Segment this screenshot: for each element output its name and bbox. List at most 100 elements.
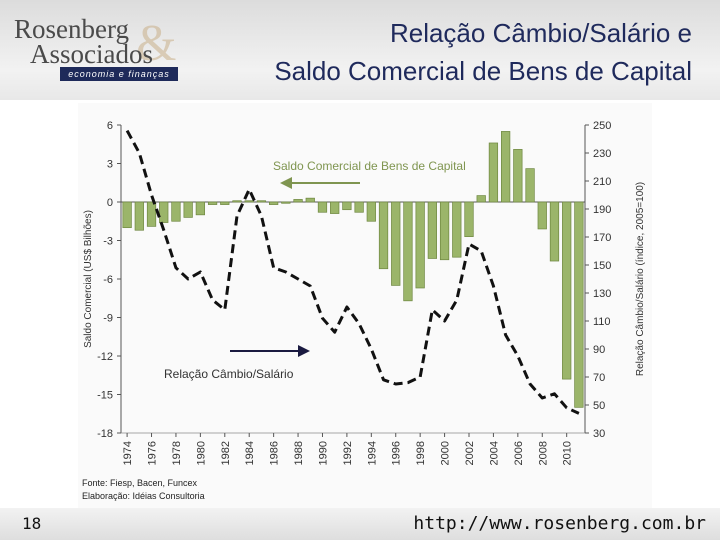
annotation-arrow-head [298,345,310,357]
bar [427,201,437,259]
bar [134,201,144,231]
slide-footer: 18 http://www.rosenberg.com.br [0,508,720,540]
bar [171,201,181,222]
chart-bars [122,131,584,408]
x-tick-label: 1984 [244,441,256,465]
x-tick-label: 1980 [195,441,207,465]
x-tick-label: 1988 [293,441,305,465]
bar [403,201,413,302]
annotation-cambio-salario: Relação Câmbio/Salário [164,367,294,381]
bar [220,201,230,205]
right-tick-label: 50 [593,400,605,412]
x-tick-label: 1992 [342,441,354,465]
x-tick-label: 2008 [537,441,549,465]
bar [537,201,547,230]
x-tick-label: 1982 [220,441,232,465]
right-tick-label: 230 [593,148,611,160]
x-tick-label: 2000 [440,441,452,465]
bar [562,201,572,380]
right-tick-label: 170 [593,232,611,244]
x-tick-label: 1994 [366,441,378,465]
author-note: Elaboração: Idéias Consultoria [82,491,205,501]
bar [574,201,584,408]
logo-ampersand: & [136,15,177,72]
chart-line [125,129,580,415]
bar [464,201,474,238]
bar [439,201,450,261]
bar [452,201,462,258]
bar [549,201,560,262]
bar [232,200,242,203]
bar [317,201,328,213]
x-tick-label: 2004 [488,441,500,465]
x-tick-label: 1978 [171,441,183,465]
left-tick-label: -15 [97,390,113,402]
bar [122,201,132,229]
slide-header: & Rosenberg Associados economia e finanç… [0,0,720,100]
page-number: 18 [22,514,42,533]
x-tick-label: 1974 [122,441,134,465]
bar [501,131,511,203]
right-tick-label: 110 [593,316,611,328]
bar [342,201,352,211]
bar [244,200,254,203]
right-tick-label: 150 [593,260,611,272]
right-tick-label: 190 [593,204,611,216]
left-axis-title: Saldo Comercial (US$ Bilhões) [83,210,94,348]
bar [391,201,401,286]
x-tick-label: 2006 [513,441,525,465]
bar [207,201,218,205]
right-tick-label: 130 [593,288,611,300]
left-tick-label: -9 [103,313,113,325]
left-tick-label: -12 [97,351,113,363]
x-tick-label: 1996 [391,441,403,465]
right-tick-label: 210 [593,176,611,188]
slide-title-line-2: Saldo Comercial de Bens de Capital [274,56,692,86]
bar [146,201,157,227]
bar [476,195,486,203]
bar [183,201,193,218]
chart-text: 6 3 0 -3 -6 -9 -12 -15 -18 250 230 210 190 170 150 130 1… [82,120,646,501]
bar [330,201,340,214]
bar [354,201,364,213]
bar [513,149,523,203]
bar [269,201,279,205]
bar [378,201,389,270]
x-tick-label: 1998 [415,441,427,465]
bar [195,201,205,216]
slide-title-line-1: Relação Câmbio/Salário e [389,18,692,48]
logo-tagline: economia e finanças [60,67,178,81]
chart-panel: 6 3 0 -3 -6 -9 -12 -15 -18 250 230 210 190 170 150 130 1… [78,103,652,508]
right-tick-label: 70 [593,372,605,384]
x-tick-label: 2010 [562,441,574,465]
left-tick-label: -6 [103,274,113,286]
bar [281,201,291,204]
rosenberg-logo: & Rosenberg Associados economia e finanç… [10,12,180,82]
right-tick-label: 90 [593,344,605,356]
bar [305,197,315,203]
bar [525,168,535,203]
left-tick-label: 6 [107,120,113,132]
x-tick-label: 1976 [147,441,159,465]
left-tick-label: 0 [107,197,113,209]
logo-line-2: Associados [30,39,153,69]
annotation-arrow-head [280,177,292,189]
x-tick-label: 1986 [269,441,281,465]
logo-line-1: Rosenberg [14,14,129,44]
x-tick-label: 1990 [317,441,329,465]
bar [256,200,267,203]
source-note: Fonte: Fiesp, Bacen, Funcex [82,478,198,488]
x-tick-label: 2002 [464,441,476,465]
right-tick-label: 250 [593,120,611,132]
chart-svg: 6 3 0 -3 -6 -9 -12 -15 -18 250 230 210 190 170 150 130 1… [82,120,646,501]
bar [159,201,169,223]
bar [415,201,425,289]
footer-url[interactable]: http://www.rosenberg.com.br [413,513,706,534]
bar [293,199,303,203]
left-tick-label: -18 [97,428,113,440]
left-tick-label: -3 [103,236,113,248]
left-tick-label: 3 [107,159,113,171]
series-line-cambio-salario [125,129,580,415]
bar [488,142,499,203]
annotation-bens-capital: Saldo Comercial de Bens de Capital [273,159,466,173]
